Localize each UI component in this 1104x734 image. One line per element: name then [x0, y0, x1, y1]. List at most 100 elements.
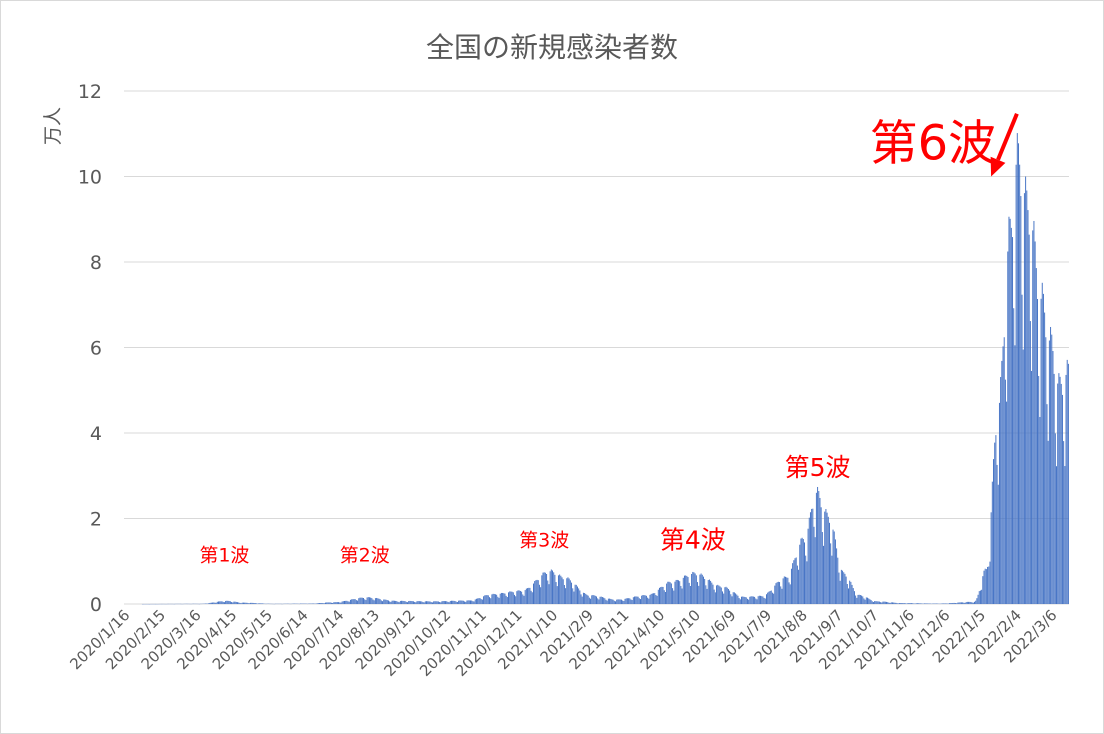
data-bar: [426, 601, 427, 604]
data-bar: [1056, 466, 1057, 604]
data-bar: [719, 586, 721, 604]
data-bar: [491, 594, 493, 604]
data-bar: [616, 599, 618, 604]
data-bar: [344, 600, 345, 604]
data-bar: [775, 583, 777, 604]
data-bar: [878, 601, 880, 604]
data-bar: [874, 601, 876, 604]
data-bar: [485, 595, 487, 604]
data-bar: [908, 603, 910, 604]
data-bar: [382, 601, 384, 604]
y-tick-label: 12: [78, 81, 102, 103]
data-bar: [522, 594, 524, 604]
data-bar: [353, 599, 355, 604]
data-bar: [737, 595, 739, 604]
data-bar: [768, 591, 770, 604]
data-bar: [763, 597, 765, 604]
data-bar: [698, 585, 700, 604]
data-bar: [858, 594, 860, 604]
data-bar: [219, 601, 221, 604]
data-bar: [897, 603, 899, 604]
data-bar: [466, 600, 468, 604]
data-bar: [360, 597, 362, 604]
data-bar: [664, 591, 666, 604]
data-bar: [911, 603, 912, 604]
data-bar: [764, 598, 766, 604]
data-bar: [378, 598, 380, 604]
data-bar: [884, 601, 886, 604]
data-bar: [743, 596, 745, 604]
data-bar: [657, 589, 659, 604]
data-bar: [620, 599, 622, 604]
data-bar: [1045, 337, 1047, 604]
data-bar: [601, 597, 603, 604]
data-bar: [322, 603, 324, 604]
data-bar: [655, 595, 657, 604]
data-bar: [954, 603, 956, 604]
data-bar: [678, 580, 679, 604]
data-bar: [681, 588, 683, 604]
data-bar: [258, 603, 260, 604]
data-bar: [731, 596, 733, 604]
data-bar: [445, 601, 447, 604]
data-bar: [752, 596, 754, 604]
data-bar: [831, 555, 833, 604]
data-bar: [480, 599, 482, 604]
data-bar: [490, 598, 492, 604]
data-bar: [448, 602, 450, 604]
data-bar: [1008, 216, 1010, 605]
data-bar: [548, 584, 550, 604]
data-bar: [364, 599, 366, 604]
data-bar: [642, 595, 644, 604]
data-bar: [634, 596, 636, 604]
data-bar: [887, 602, 889, 604]
data-bar: [450, 600, 452, 604]
data-bar: [915, 603, 917, 604]
data-bar: [889, 602, 891, 604]
data-bar: [647, 597, 649, 604]
data-bar: [431, 602, 433, 604]
data-bar: [574, 584, 576, 604]
data-bar: [573, 591, 575, 604]
data-bar: [896, 603, 898, 604]
data-bar: [876, 601, 878, 604]
data-bar: [543, 572, 545, 604]
data-bar: [455, 601, 457, 604]
data-bar: [442, 601, 444, 604]
data-bar: [220, 601, 222, 604]
data-bar: [742, 596, 744, 604]
data-bar: [239, 602, 241, 604]
data-bar: [708, 579, 710, 604]
data-bar: [679, 581, 681, 604]
data-bar: [237, 602, 238, 604]
data-bar: [611, 599, 613, 604]
data-bar: [877, 601, 879, 604]
data-bar: [347, 601, 349, 604]
x-axis-ticks: 2020/1/162020/2/152020/3/162020/4/152020…: [66, 606, 1060, 680]
data-bar: [523, 595, 525, 604]
data-bar: [662, 586, 664, 604]
data-bar: [864, 599, 866, 604]
data-bar: [815, 492, 817, 604]
data-bar: [675, 579, 677, 604]
data-bar: [700, 573, 702, 604]
data-bar: [758, 595, 760, 604]
data-bar: [357, 600, 359, 604]
data-bar: [494, 594, 496, 604]
data-bar: [557, 575, 559, 604]
data-bar: [875, 601, 877, 604]
data-bar: [750, 596, 752, 604]
data-bar: [345, 600, 347, 604]
data-bar: [474, 599, 476, 604]
data-bar: [591, 595, 593, 604]
data-bar: [863, 598, 865, 604]
data-bar: [839, 580, 841, 604]
data-bar: [579, 590, 581, 604]
data-bar: [638, 598, 640, 604]
data-bar: [773, 593, 775, 604]
data-bar: [603, 597, 605, 604]
data-bar: [256, 603, 258, 604]
data-bar: [346, 600, 348, 604]
data-bar: [661, 586, 663, 604]
